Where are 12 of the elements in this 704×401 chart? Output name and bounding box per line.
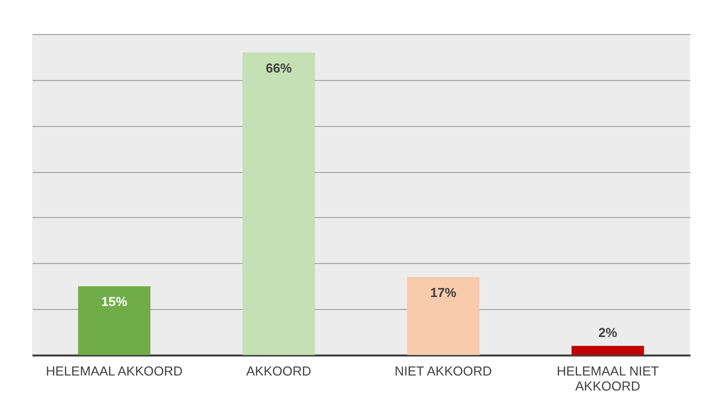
- bar: [242, 52, 315, 355]
- x-tick-label: HELEMAAL NIET AKKOORD: [556, 364, 659, 394]
- x-tick-label: HELEMAAL AKKOORD: [46, 364, 183, 378]
- x-tick-label: NIET AKKOORD: [394, 364, 492, 378]
- data-label: 17%: [430, 285, 457, 300]
- data-label: 66%: [266, 60, 292, 76]
- x-tick-label: AKKOORD: [246, 364, 312, 378]
- data-label: 2%: [598, 324, 618, 340]
- bar: [407, 277, 480, 355]
- bar: [572, 346, 644, 355]
- data-label: 15%: [101, 294, 128, 310]
- bar: [78, 286, 150, 355]
